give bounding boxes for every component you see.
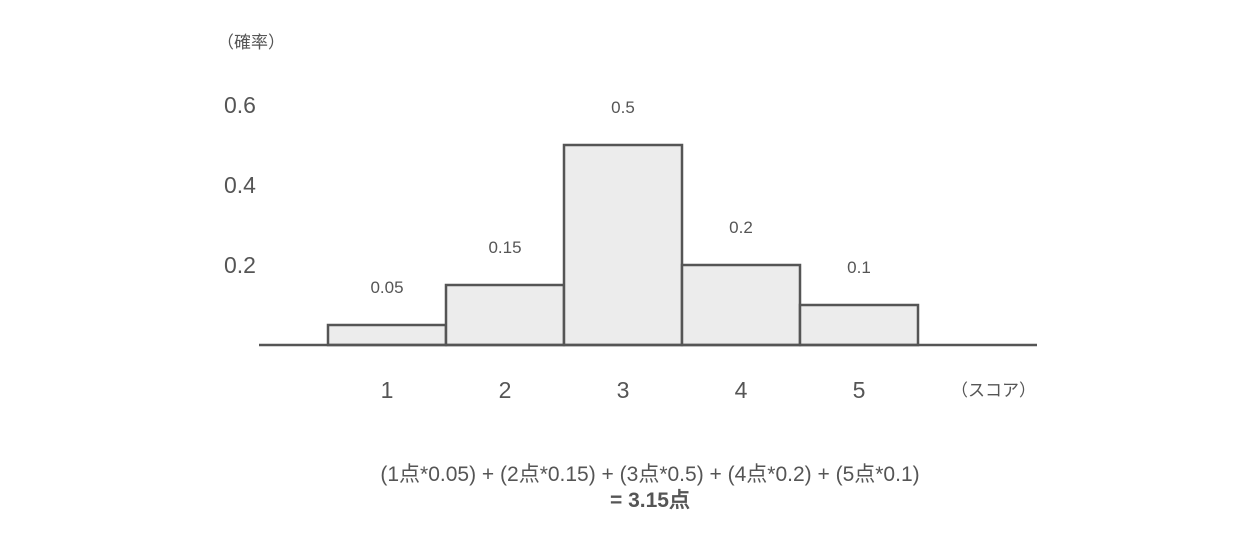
x-axis-label: （スコア） [951, 381, 1036, 400]
x-tick-3: 3 [617, 377, 630, 403]
data-label-2: 0.15 [488, 238, 521, 257]
data-label-4: 0.2 [729, 218, 753, 237]
formula-expression: (1点*0.05) + (2点*0.15) + (3点*0.5) + (4点*0… [380, 463, 920, 486]
bar-3 [562, 143, 684, 347]
data-labels: 0.05 0.15 0.5 0.2 0.1 [370, 98, 870, 297]
x-tick-5: 5 [853, 377, 866, 403]
bar-4 [680, 263, 802, 347]
y-tick-0.4: 0.4 [224, 172, 256, 198]
expected-value-formula: (1点*0.05) + (2点*0.15) + (3点*0.5) + (4点*0… [0, 462, 1246, 514]
data-label-5: 0.1 [847, 258, 871, 277]
bar-2 [444, 283, 566, 347]
x-tick-1: 1 [381, 377, 394, 403]
y-tick-0.6: 0.6 [224, 92, 256, 118]
y-tick-labels: 0.2 0.4 0.6 [224, 92, 256, 278]
bars [326, 143, 920, 347]
x-tick-2: 2 [499, 377, 512, 403]
bar-5 [798, 303, 920, 347]
data-label-3: 0.5 [611, 98, 635, 117]
formula-result: = 3.15点 [610, 489, 690, 512]
x-tick-4: 4 [735, 377, 748, 403]
data-label-1: 0.05 [370, 278, 403, 297]
y-axis-label: （確率） [217, 33, 285, 52]
bar-1 [326, 323, 448, 347]
x-tick-labels: 1 2 3 4 5 [381, 377, 866, 403]
y-tick-0.2: 0.2 [224, 252, 256, 278]
